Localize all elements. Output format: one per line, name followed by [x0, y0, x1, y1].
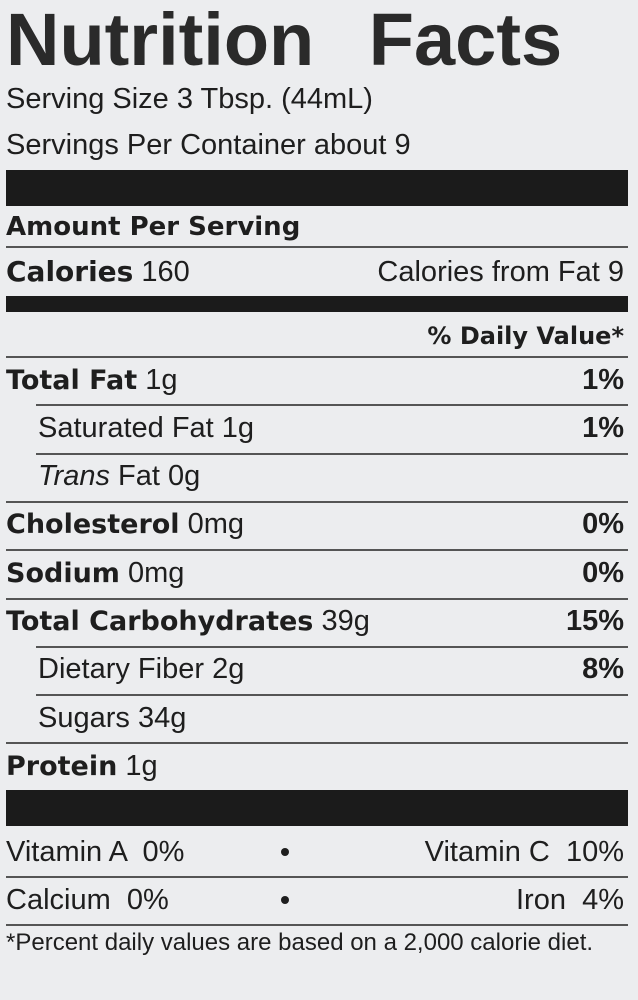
nutrient-daily-value: 0%	[582, 508, 624, 541]
divider	[36, 404, 628, 407]
bullet-icon	[281, 896, 289, 904]
divider	[36, 452, 628, 455]
nutrient-name: Protein	[6, 750, 118, 782]
divider	[6, 246, 628, 248]
divider	[6, 876, 628, 878]
nutrient-row: Protein 1g	[6, 744, 624, 788]
calories-row: Calories 160 Calories from Fat 9	[6, 250, 624, 294]
amount-per-serving: Amount Per Serving	[6, 212, 301, 242]
thick-divider	[6, 170, 628, 206]
nutrient-amount: 34g	[137, 701, 187, 734]
nutrient-label: Sugars 34g	[38, 702, 624, 735]
nutrient-name: Cholesterol	[6, 509, 180, 541]
nutrient-amount: 0mg	[187, 508, 245, 541]
nutrient-label: Total Fat 1g	[6, 364, 582, 397]
nutrient-row: Cholesterol 0mg 0%	[6, 503, 624, 547]
nutrient-label: Sodium 0mg	[6, 557, 582, 590]
nutrient-name-suffix: Fat	[118, 460, 160, 493]
divider	[36, 645, 628, 648]
divider	[6, 549, 628, 552]
calories-value: 160	[141, 256, 190, 288]
serving-size: Serving Size 3 Tbsp. (44mL)	[6, 83, 373, 115]
nutrient-name: Trans	[38, 460, 110, 493]
nutrient-daily-value: 15%	[565, 605, 624, 637]
vitamin-left: Calcium 0%	[6, 883, 169, 916]
nutrient-label: Saturated Fat 1g	[38, 412, 582, 445]
divider	[6, 597, 628, 600]
divider	[6, 356, 628, 358]
bullet-icon	[281, 848, 289, 856]
vitamin-right: Iron 4%	[516, 883, 624, 916]
daily-value-header: % Daily Value*	[427, 322, 624, 350]
calories-from-fat: Calories from Fat 9	[377, 255, 624, 288]
medium-divider	[6, 296, 628, 312]
nutrient-amount: 0g	[168, 460, 201, 493]
nutrient-row: Dietary Fiber 2g 8%	[6, 648, 624, 692]
nutrient-daily-value: 1%	[582, 411, 624, 444]
nutrient-label: Protein 1g	[6, 750, 624, 783]
nutrient-daily-value: 8%	[582, 653, 624, 686]
vitamin-right: Vitamin C 10%	[424, 835, 624, 868]
nutrient-label: Dietary Fiber 2g	[38, 653, 582, 686]
nutrient-amount: 39g	[321, 605, 370, 637]
vitamin-row: Vitamin A 0% Vitamin C 10%	[6, 830, 624, 874]
nutrient-row: Sodium 0mg 0%	[6, 551, 624, 595]
nutrient-amount: 1g	[125, 749, 158, 782]
nutrient-row: Saturated Fat 1g 1%	[6, 406, 624, 450]
nutrient-amount: 1g	[145, 363, 178, 396]
daily-value-header-row: % Daily Value*	[6, 314, 624, 358]
nutrient-row: Trans Fat 0g	[6, 455, 624, 499]
divider	[6, 742, 628, 745]
calories-label: Calories	[6, 255, 134, 288]
divider	[36, 694, 628, 697]
nutrient-name: Sodium	[6, 557, 120, 589]
divider	[6, 924, 628, 926]
nutrient-name: Dietary Fiber	[38, 653, 204, 686]
nutrient-row: Total Carbohydrates 39g 15%	[6, 600, 624, 644]
nutrient-amount: 2g	[212, 653, 245, 686]
nutrient-amount: 0mg	[128, 556, 185, 589]
label-title: Nutrition Facts	[6, 0, 563, 81]
nutrient-label: Trans Fat 0g	[38, 460, 624, 493]
nutrient-row: Total Fat 1g 1%	[6, 358, 624, 402]
nutrient-name: Total Carbohydrates	[6, 606, 314, 637]
nutrient-label: Total Carbohydrates 39g	[6, 605, 566, 638]
nutrient-daily-value: 0%	[582, 556, 624, 589]
vitamin-row: Calcium 0% Iron 4%	[6, 878, 624, 922]
vitamin-left: Vitamin A 0%	[6, 835, 185, 868]
divider	[6, 500, 628, 503]
nutrient-name: Sugars	[38, 701, 130, 734]
nutrient-name: Total Fat	[6, 364, 138, 396]
nutrient-row: Sugars 34g	[6, 696, 624, 740]
nutrient-label: Cholesterol 0mg	[6, 508, 582, 541]
nutrient-name: Saturated Fat	[38, 411, 214, 444]
servings-per-container: Servings Per Container about 9	[6, 129, 411, 161]
footnote: *Percent daily values are based on a 2,0…	[6, 929, 594, 956]
nutrient-amount: 1g	[221, 411, 255, 444]
nutrient-daily-value: 1%	[582, 363, 624, 396]
thick-divider	[6, 790, 628, 826]
